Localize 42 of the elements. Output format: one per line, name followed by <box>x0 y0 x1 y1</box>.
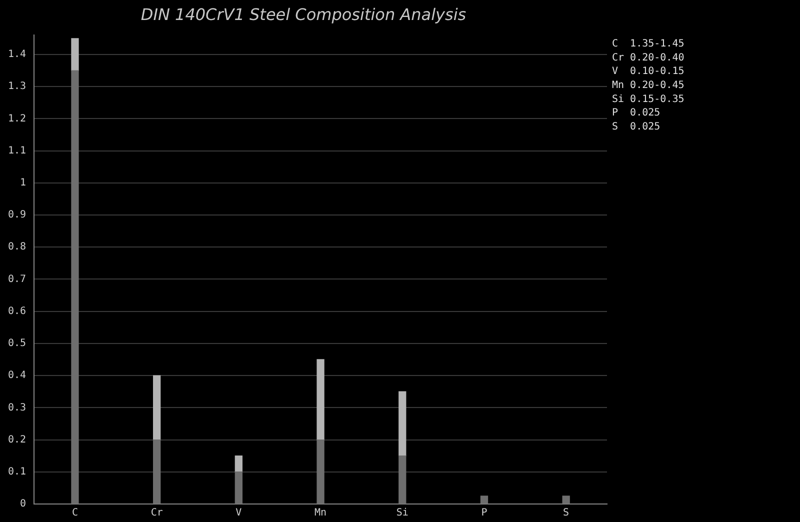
bar <box>480 496 488 504</box>
x-tick-label: P <box>481 508 488 519</box>
y-tick-label: 1.1 <box>8 145 26 156</box>
y-tick-label: 0.8 <box>8 242 26 253</box>
text: Si 0.15-0.35 <box>612 94 684 105</box>
bar <box>234 456 243 472</box>
y-tick-label: 0.6 <box>8 306 26 317</box>
x-tick-label: V <box>236 508 242 519</box>
x-tick-label: Cr <box>150 508 163 519</box>
text: Cr 0.20-0.40 <box>612 52 684 64</box>
y-tick-label: 0.1 <box>8 466 26 478</box>
y-tick-label: 0.4 <box>8 370 26 382</box>
bar <box>153 439 161 504</box>
text: C 1.35-1.45 <box>612 38 684 50</box>
x-tick-label: S <box>563 508 570 519</box>
x-tick-label: Si <box>396 508 408 519</box>
y-tick-label: 0.2 <box>8 434 26 446</box>
bar <box>71 38 79 71</box>
y-tick-label: 0.7 <box>8 274 26 285</box>
y-tick-label: 0 <box>20 498 26 510</box>
y-tick-label: 0.9 <box>8 210 26 221</box>
text: Mn 0.20-0.45 <box>612 80 684 91</box>
y-tick-label: 1.4 <box>8 49 26 60</box>
bar <box>234 472 243 504</box>
text: V 0.10-0.15 <box>612 66 684 78</box>
bar <box>398 456 406 504</box>
chart-title: DIN 140CrV1 Steel Composition Analysis <box>140 4 466 24</box>
y-tick-label: 0.5 <box>8 338 26 350</box>
y-tick-label: 0.3 <box>8 402 26 414</box>
x-tick-label: C <box>72 508 78 519</box>
y-tick-label: 1 <box>20 178 26 188</box>
text: S 0.025 <box>612 121 660 132</box>
y-tick-label: 1.3 <box>8 81 26 92</box>
x-tick-label: Mn <box>314 508 327 519</box>
bar <box>71 70 79 504</box>
text: P 0.025 <box>612 108 660 119</box>
bar <box>562 496 570 504</box>
bar <box>153 375 161 440</box>
bar <box>398 391 406 456</box>
bar <box>316 439 324 504</box>
bar <box>316 359 324 440</box>
y-tick-label: 1.2 <box>8 113 26 124</box>
